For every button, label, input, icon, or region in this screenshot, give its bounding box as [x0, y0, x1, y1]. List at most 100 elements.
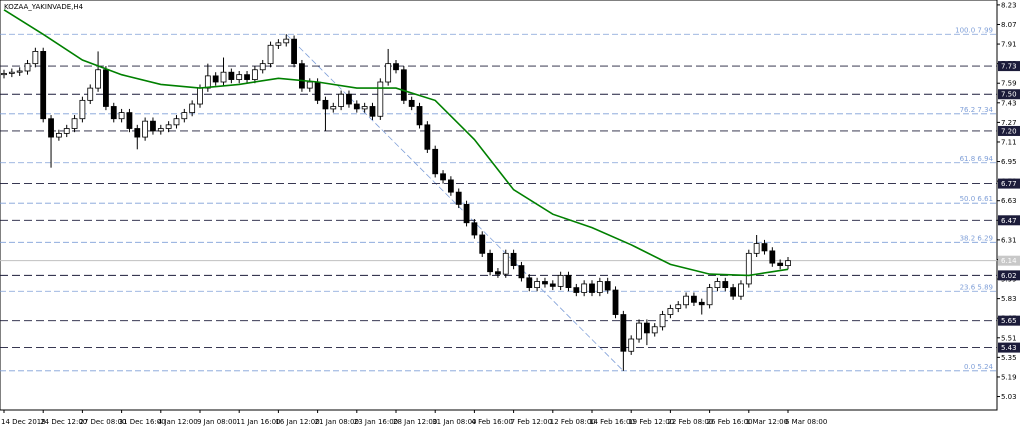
x-tick-label: 22 Feb 08:00 — [667, 418, 713, 426]
level-box — [998, 342, 1020, 353]
candle-body — [589, 283, 595, 293]
x-tick-label: 9 Jan 08:00 — [197, 418, 237, 426]
candle-body — [338, 93, 345, 107]
x-tick-label: 16 Jan 12:00 — [275, 418, 319, 426]
fibo-label: 38.2 6.29 — [960, 234, 993, 242]
y-tick-label: 6.63 — [1001, 197, 1017, 205]
y-tick-label: 7.11 — [1001, 138, 1017, 146]
candle-body — [63, 128, 70, 134]
level-box — [998, 89, 1020, 100]
x-tick-label: 14 Dec 2018 — [1, 418, 46, 426]
candle-body — [683, 295, 689, 306]
candle-body — [385, 63, 392, 83]
x-tick-label: 31 Dec 16:00 — [119, 418, 166, 426]
candle-body — [24, 63, 31, 72]
candle-body — [769, 250, 776, 264]
y-tick-label: 5.35 — [1001, 354, 1017, 362]
y-tick-label: 7.27 — [1001, 119, 1017, 127]
candle-body — [761, 243, 768, 252]
candle-body — [346, 93, 352, 105]
candle-body — [150, 120, 156, 132]
x-tick-label: 24 Dec 12:00 — [40, 418, 87, 426]
level-label: 6.02 — [1001, 272, 1017, 280]
candle-body — [400, 69, 407, 101]
candle-body — [322, 99, 329, 110]
candle-body — [291, 38, 297, 65]
candle-body — [55, 133, 62, 138]
y-tick-label: 7.59 — [1001, 80, 1017, 88]
y-tick-label: 8.23 — [1001, 1, 1017, 9]
candle-body — [612, 289, 619, 315]
candle-body — [8, 71, 15, 74]
candle-body — [48, 118, 54, 138]
x-tick-label: 23 Jan 16:00 — [354, 418, 398, 426]
candle-body — [573, 287, 580, 293]
fibo-label: 61.8 6.94 — [960, 155, 994, 163]
candle-body — [471, 222, 478, 236]
candle-body — [777, 262, 784, 266]
y-tick-label: 6.95 — [1001, 158, 1017, 166]
candle-body — [157, 128, 164, 132]
candle-body — [447, 179, 454, 193]
candle-body — [424, 124, 431, 150]
x-tick-label: 1 Mar 12:00 — [746, 418, 788, 426]
candle-body — [526, 277, 533, 289]
candle-body — [87, 87, 94, 101]
level-label: 5.65 — [1001, 317, 1017, 325]
candle-body — [518, 265, 525, 279]
x-tick-label: 14 Feb 16:00 — [589, 418, 635, 426]
candle-body — [691, 295, 697, 303]
candle-body — [244, 74, 250, 80]
candle-body — [212, 75, 219, 83]
y-tick-label: 5.19 — [1001, 373, 1017, 381]
fibo-label: 100.0 7.99 — [955, 26, 993, 34]
level-box — [998, 215, 1020, 226]
x-tick-label: 11 Jan 16:00 — [236, 418, 280, 426]
level-box — [998, 178, 1020, 189]
level-box — [998, 61, 1020, 72]
candle-body — [173, 118, 180, 126]
y-tick-label: 7.43 — [1001, 99, 1017, 107]
candle-body — [353, 103, 360, 110]
x-tick-label: 4 Jan 12:00 — [158, 418, 198, 426]
candle-body — [236, 74, 243, 80]
y-tick-label: 7.91 — [1001, 41, 1017, 49]
candle-body — [738, 283, 744, 297]
candle-body — [189, 103, 196, 113]
last-price-box — [998, 255, 1020, 266]
candle-body — [228, 71, 235, 80]
level-label: 6.77 — [1001, 180, 1017, 188]
candle-body — [393, 63, 399, 71]
candle-body — [667, 308, 674, 315]
candle-body — [440, 173, 446, 181]
plot-frame — [0, 0, 998, 411]
y-tick-label: 5.51 — [1001, 334, 1017, 342]
candle-body — [40, 51, 47, 120]
y-tick-label: 8.07 — [1001, 21, 1017, 29]
level-label: 7.20 — [1001, 127, 1017, 135]
level-box — [998, 125, 1020, 136]
y-tick-label: 5.83 — [1001, 295, 1017, 303]
candle-body — [32, 51, 39, 65]
candle-body — [416, 106, 423, 126]
candle-body — [306, 81, 313, 89]
candle-body — [95, 69, 101, 89]
candle-body — [103, 69, 109, 107]
fibo-label: 23.6 5.89 — [960, 283, 993, 291]
candle-body — [604, 281, 611, 291]
candle-body — [220, 71, 227, 83]
x-tick-label: 7 Feb 12:00 — [511, 418, 552, 426]
y-tick-label: 5.03 — [1001, 393, 1017, 401]
moving-average — [3, 9, 789, 277]
candle-body — [1, 73, 7, 76]
level-label: 5.43 — [1001, 344, 1017, 352]
candle-body — [620, 314, 627, 352]
fibo-trend — [285, 33, 624, 372]
candle-body — [510, 252, 517, 266]
x-tick-label: 6 Mar 08:00 — [785, 418, 827, 426]
candle-body — [659, 314, 666, 328]
candle-body — [165, 124, 172, 129]
fibo-label: 0.0 5.24 — [964, 363, 993, 371]
level-label: 6.47 — [1001, 217, 1017, 225]
